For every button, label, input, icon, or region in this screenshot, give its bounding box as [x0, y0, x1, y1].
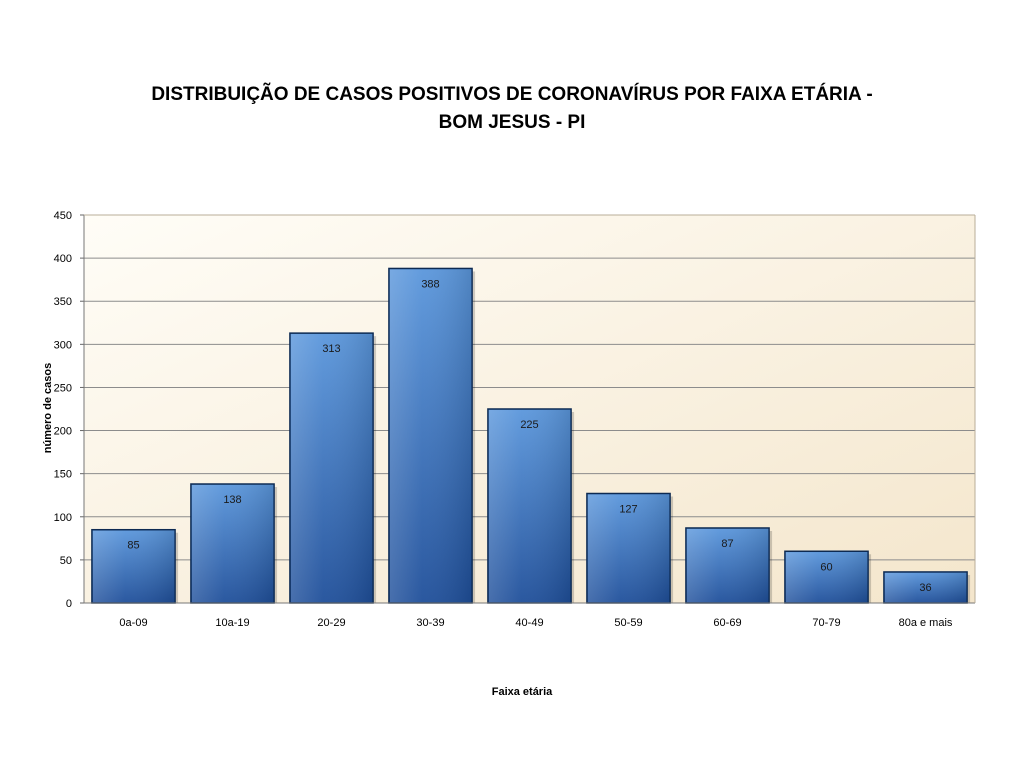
- y-axis-label: número de casos: [42, 362, 54, 454]
- x-tick-label: 50-59: [614, 617, 642, 629]
- x-tick-label: 30-39: [416, 617, 444, 629]
- x-tick-label: 20-29: [317, 617, 345, 629]
- bars: 85 138 313 388 225 127 87 60 36: [91, 267, 971, 604]
- x-tick-label: 70-79: [812, 617, 840, 629]
- bar-highlight: [785, 552, 868, 602]
- data-label: 87: [721, 538, 733, 550]
- y-tick-label: 400: [54, 253, 72, 265]
- x-tick-label: 60-69: [713, 617, 741, 629]
- x-tick-label: 10a-19: [215, 617, 249, 629]
- y-tick-label: 150: [54, 469, 72, 481]
- y-tick-label: 250: [54, 382, 72, 394]
- axes: 0 50 100 150 200 250 300 350 400 450 0a-09 10a-19 20…: [54, 210, 976, 629]
- y-tick-label: 450: [54, 210, 72, 222]
- x-axis-label: Faixa etária: [491, 686, 553, 698]
- data-label: 138: [223, 494, 241, 506]
- data-label: 36: [919, 582, 931, 594]
- y-tick-label: 0: [66, 598, 72, 610]
- x-tick-label: 0a-09: [119, 617, 147, 629]
- y-tick-label: 50: [60, 555, 72, 567]
- x-tick-label: 40-49: [515, 617, 543, 629]
- y-tick-label: 100: [54, 512, 72, 524]
- chart-subtitle: BOM JESUS - PI: [438, 112, 586, 133]
- y-tick-label: 300: [54, 339, 72, 351]
- bar-highlight: [92, 530, 175, 602]
- data-label: 225: [520, 419, 538, 431]
- bar-highlight: [686, 528, 769, 602]
- y-tick-label: 200: [54, 426, 72, 438]
- y-tick-label: 350: [54, 296, 72, 308]
- data-label: 85: [127, 540, 139, 552]
- bar-highlight: [290, 334, 373, 602]
- x-tick-label: 80a e mais: [899, 617, 953, 629]
- bar-highlight: [191, 485, 274, 602]
- data-label: 127: [619, 503, 637, 515]
- data-label: 60: [820, 561, 832, 573]
- bar-highlight: [587, 494, 670, 602]
- bar-highlight: [884, 572, 967, 602]
- data-label: 313: [322, 343, 340, 355]
- data-label: 388: [421, 278, 439, 290]
- bar-highlight: [488, 410, 571, 602]
- bar-highlight: [389, 269, 472, 602]
- chart-title: DISTRIBUIÇÃO DE CASOS POSITIVOS DE CORON…: [151, 84, 873, 105]
